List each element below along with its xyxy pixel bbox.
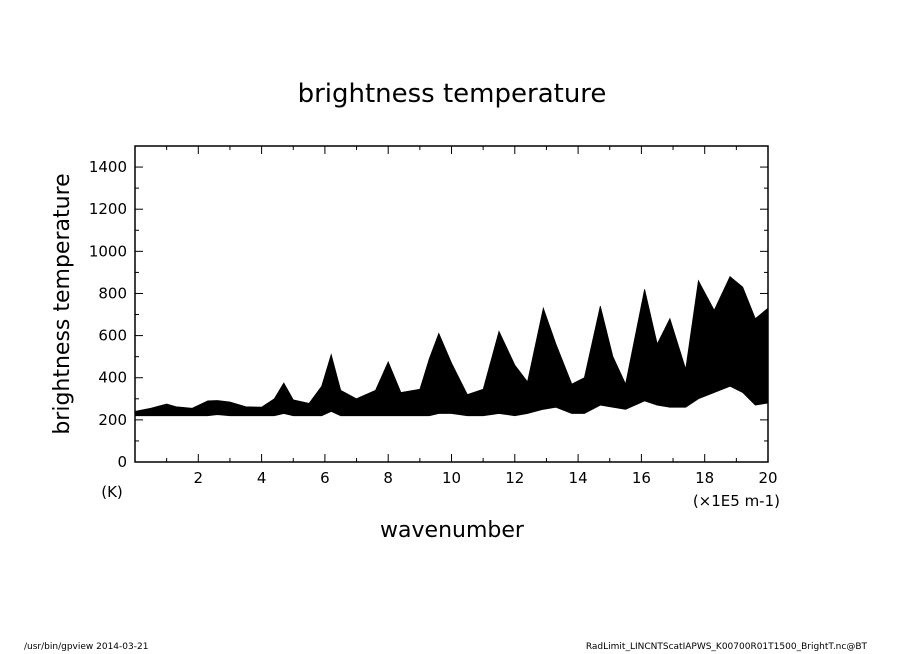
x-tick-label: 2 <box>194 469 204 487</box>
y-tick-label: 1000 <box>89 242 127 260</box>
x-tick-label: 6 <box>320 469 330 487</box>
x-tick-label: 12 <box>505 469 524 487</box>
y-tick-label: 200 <box>98 411 127 429</box>
y-tick-label: 400 <box>98 369 127 387</box>
x-unit-label: (×1E5 m-1) <box>693 492 780 510</box>
footer-left-text: /usr/bin/gpview 2014-03-21 <box>24 642 149 652</box>
x-tick-label: 16 <box>632 469 651 487</box>
y-tick-label: 0 <box>117 453 127 471</box>
y-tick-label: 800 <box>98 284 127 302</box>
y-axis-ticks: 0 200 400 600 800 1000 1200 1400 <box>89 145 768 471</box>
x-tick-label: 8 <box>383 469 393 487</box>
y-axis-label: brightness temperature <box>50 173 75 434</box>
x-tick-label: 20 <box>758 469 777 487</box>
x-tick-label: 4 <box>257 469 267 487</box>
y-unit-label: (K) <box>101 483 123 501</box>
y-tick-label: 1200 <box>89 200 127 218</box>
x-tick-label: 14 <box>569 469 588 487</box>
data-series-band <box>134 275 769 417</box>
footer-right-text: RadLimit_LINCNTScatIAPWS_K00700R01T1500_… <box>585 642 867 652</box>
x-axis-label: wavenumber <box>380 518 525 543</box>
x-tick-label: 10 <box>442 469 461 487</box>
chart-title: brightness temperature <box>298 79 607 109</box>
plot-area <box>134 145 769 463</box>
x-axis-ticks: 2 4 6 8 10 12 14 16 18 20 <box>134 146 778 487</box>
x-tick-label: 18 <box>695 469 714 487</box>
y-tick-label: 600 <box>98 327 127 345</box>
y-tick-label: 1400 <box>89 158 127 176</box>
